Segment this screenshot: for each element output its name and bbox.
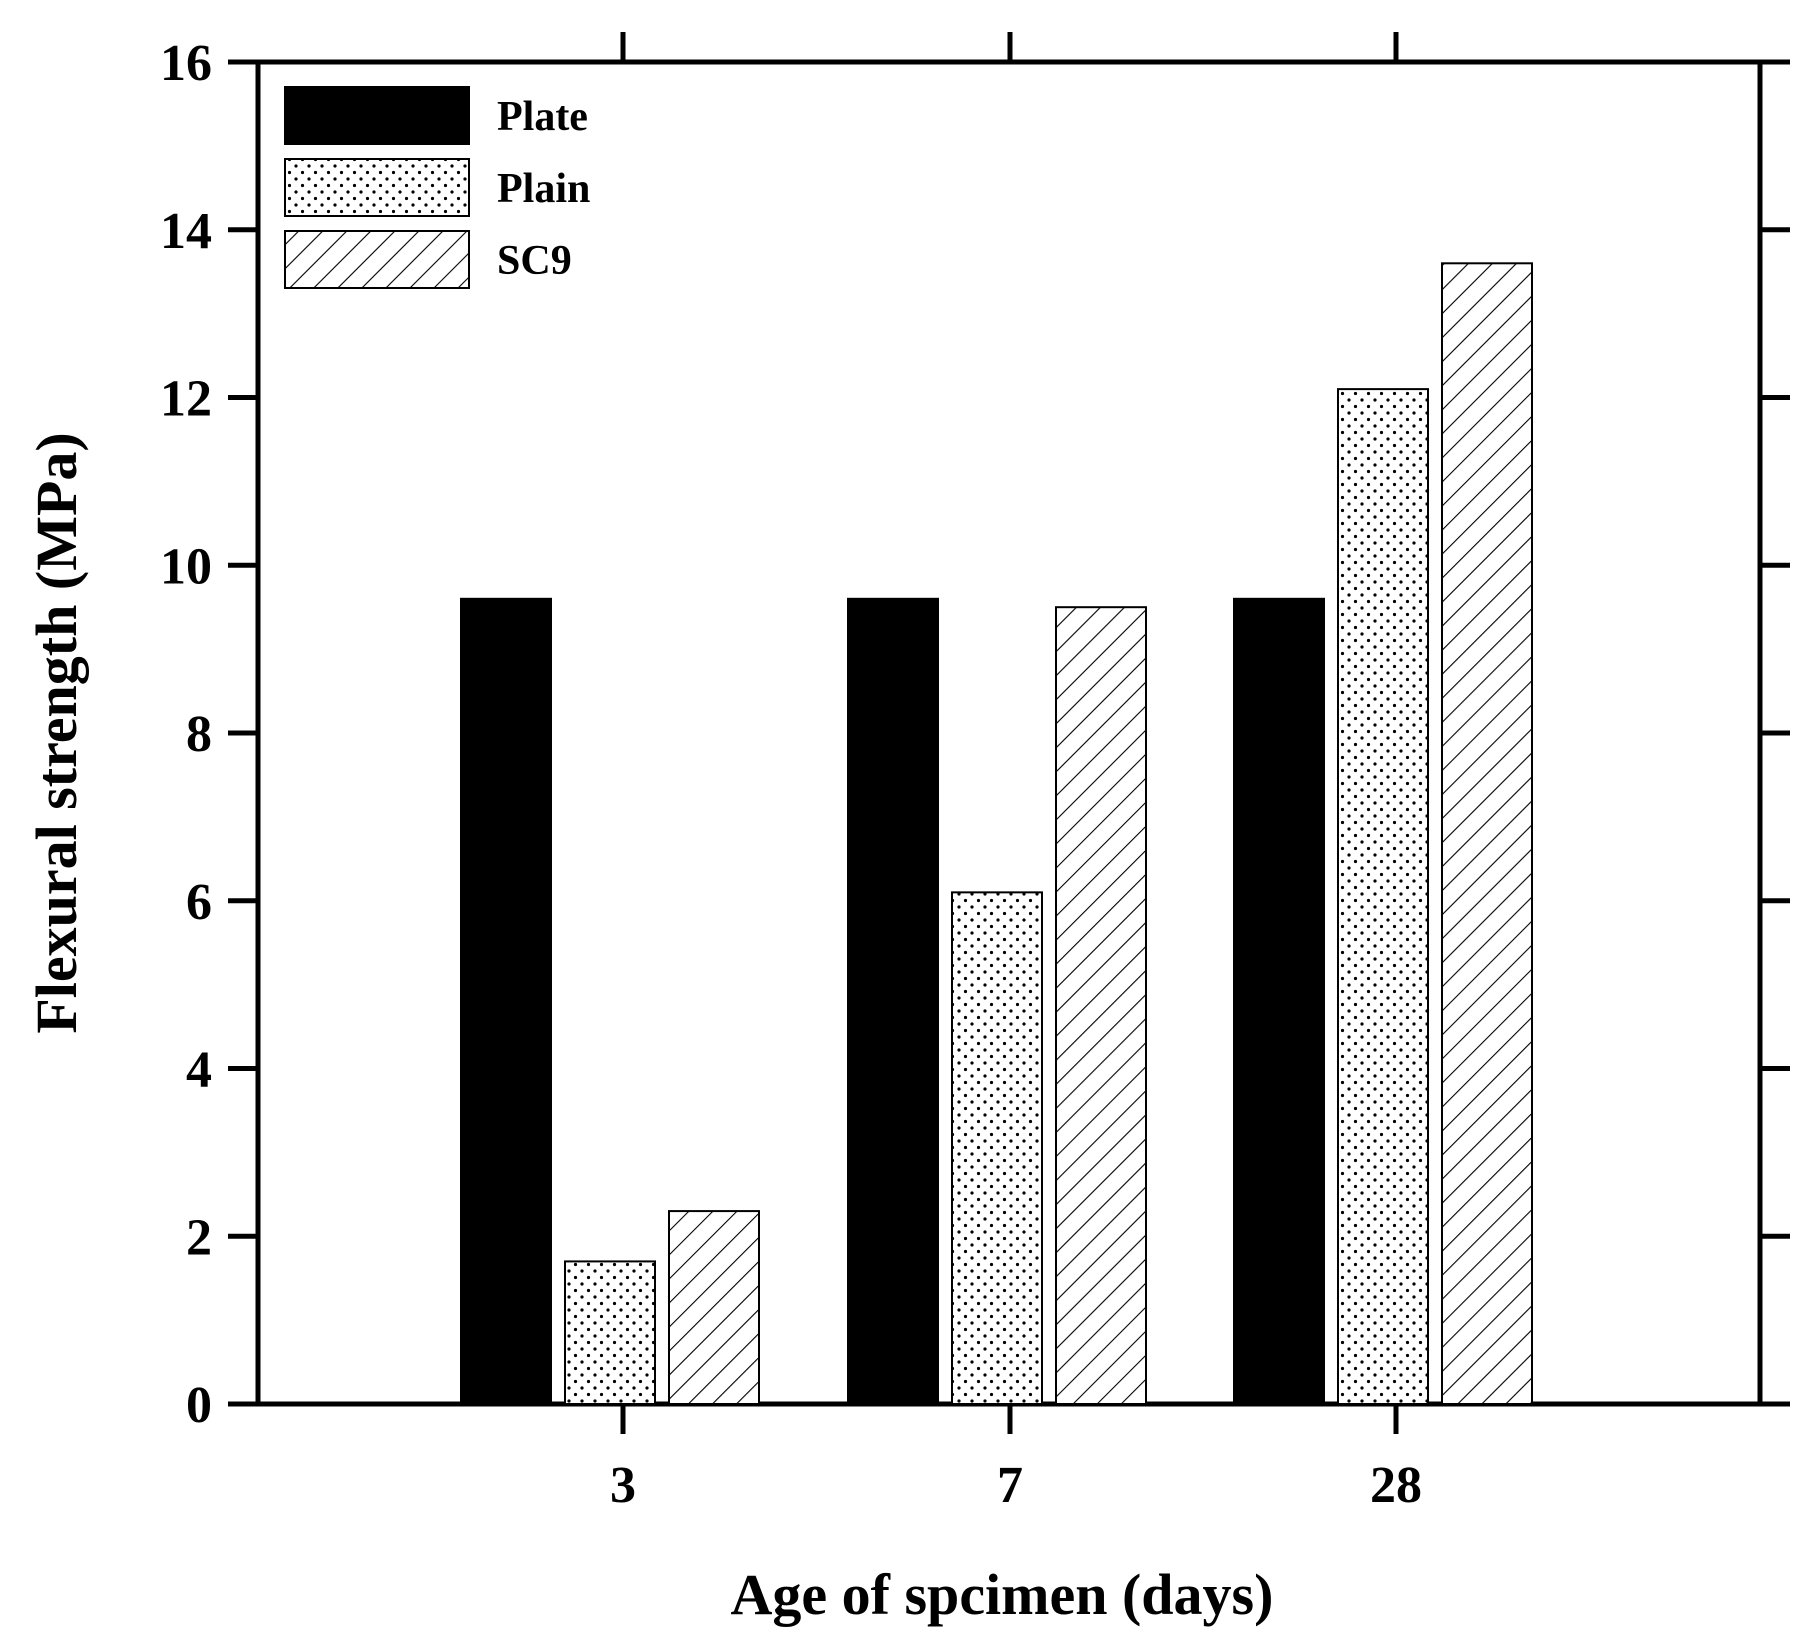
y-tick-label: 8 xyxy=(186,706,212,763)
bar-plate-day-7 xyxy=(847,597,939,1405)
legend-swatch-plate xyxy=(284,86,470,145)
x-tick-label: 7 xyxy=(997,1457,1023,1514)
legend-label-plate: Plate xyxy=(497,94,588,140)
y-tick-label: 12 xyxy=(160,371,212,428)
y-tick-label: 16 xyxy=(160,35,212,92)
bar-plain-day-3 xyxy=(564,1260,656,1405)
tick-labels: 0 2 4 6 8 10 12 14 16 3 7 28 xyxy=(160,35,1422,1514)
y-tick-label: 10 xyxy=(160,538,212,595)
y-tick-label: 2 xyxy=(186,1209,212,1266)
y-axis-title: Flexural strength (MPa) xyxy=(24,432,89,1033)
y-tick-label: 6 xyxy=(186,874,212,931)
y-tick-label: 14 xyxy=(160,203,212,260)
bar-sc9-day-7 xyxy=(1055,606,1147,1405)
bar-sc9-day-28 xyxy=(1441,262,1533,1405)
y-tick-label: 0 xyxy=(186,1377,212,1434)
bar-plate-day-28 xyxy=(1233,597,1325,1405)
bar-plate-day-3 xyxy=(460,597,552,1405)
axis-ticks xyxy=(228,32,1790,1434)
x-axis-title: Age of spcimen (days) xyxy=(731,1562,1274,1627)
legend-label-sc9: SC9 xyxy=(497,238,572,284)
bars xyxy=(460,262,1533,1406)
legend: Plate Plain SC9 xyxy=(284,86,590,289)
x-tick-label: 3 xyxy=(610,1457,636,1514)
y-tick-label: 4 xyxy=(186,1042,212,1099)
x-tick-label: 28 xyxy=(1370,1457,1422,1514)
bar-plain-day-28 xyxy=(1337,388,1429,1405)
legend-swatch-sc9 xyxy=(284,230,470,289)
bar-sc9-day-3 xyxy=(668,1210,760,1406)
bar-plain-day-7 xyxy=(951,891,1043,1405)
legend-label-plain: Plain xyxy=(497,166,590,212)
legend-swatch-plain xyxy=(284,158,470,217)
